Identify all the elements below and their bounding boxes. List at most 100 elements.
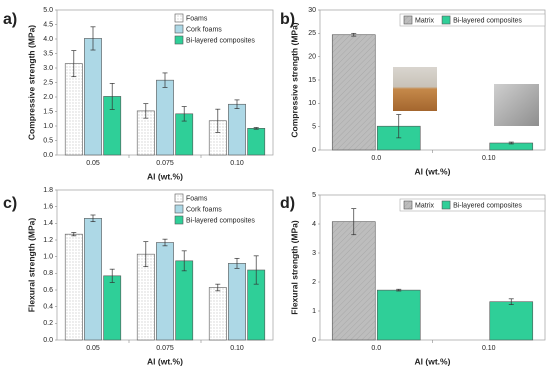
x-tick-label: 0.075: [156, 345, 174, 352]
bar: [64, 63, 83, 156]
error-bar: [508, 298, 514, 305]
y-tick-label: 0.6: [43, 287, 53, 294]
error-bar: [181, 250, 187, 272]
y-tick-label: 2.5: [43, 79, 53, 86]
bar: [156, 79, 174, 156]
panel-label: b): [280, 11, 295, 28]
y-tick-label: 0.8: [43, 270, 53, 277]
x-tick-label: 0.10: [482, 155, 496, 162]
legend-label: Foams: [186, 15, 208, 22]
error-bar: [234, 257, 240, 269]
error-bar: [396, 288, 402, 292]
bar: [376, 289, 421, 341]
x-tick-label: 0.10: [230, 345, 244, 352]
y-tick-label: 0: [312, 337, 316, 344]
y-tick-label: 10: [308, 100, 316, 107]
y-tick-label: 2.0: [43, 94, 53, 101]
error-bar: [215, 283, 221, 292]
error-bar: [181, 106, 187, 122]
bar: [489, 301, 534, 341]
y-tick-label: 2: [312, 279, 316, 286]
bar: [208, 287, 227, 341]
error-bar: [109, 268, 115, 283]
legend-label: Bi-layered composites: [186, 217, 255, 224]
legend-swatch: [174, 215, 184, 225]
legend-swatch: [403, 15, 413, 25]
y-axis-title: Compressive strength (MPa): [289, 22, 299, 137]
error-bar: [351, 208, 357, 236]
y-tick-label: 1.6: [43, 204, 53, 211]
legend-label: Matrix: [415, 17, 435, 24]
y-tick-label: 5: [312, 124, 316, 131]
y-tick-label: 3.5: [43, 50, 53, 57]
error-bar: [396, 114, 402, 139]
error-bar: [162, 238, 168, 247]
y-tick-label: 1.0: [43, 254, 53, 261]
y-tick-label: 1.8: [43, 187, 53, 194]
y-tick-label: 3: [312, 250, 316, 257]
y-tick-label: 1.2: [43, 237, 53, 244]
photos: [393, 67, 539, 126]
legend-swatch: [174, 204, 184, 214]
bar: [84, 218, 102, 341]
legend-swatch: [174, 13, 184, 23]
bar: [84, 38, 102, 156]
y-tick-label: 5.0: [43, 7, 53, 14]
y-axis-title: Flexural strength (MPa): [289, 220, 299, 315]
y-tick-label: 3.0: [43, 65, 53, 72]
bar: [228, 263, 246, 341]
y-tick-label: 30: [308, 7, 316, 14]
legend-label: Cork foams: [186, 206, 222, 213]
y-tick-label: 20: [308, 54, 316, 61]
x-tick-label: 0.0: [371, 155, 381, 162]
x-tick-label: 0.075: [156, 160, 174, 167]
y-axis-title: Compressive strength (MPa): [26, 25, 36, 140]
error-bar: [71, 232, 77, 237]
legend-label: Matrix: [415, 202, 435, 209]
x-axis-title: Al (wt.%): [415, 166, 451, 176]
y-tick-label: 5: [312, 192, 316, 199]
panel-label: c): [3, 195, 17, 212]
error-bar: [90, 214, 96, 223]
legend-box: [399, 198, 546, 212]
sample-photo: [494, 84, 539, 126]
legend-swatch: [441, 200, 451, 210]
x-axis-title: Al (wt.%): [147, 356, 183, 366]
error-bar: [90, 26, 96, 51]
error-bar: [162, 72, 168, 88]
y-tick-label: 4.5: [43, 21, 53, 28]
legend-label: Foams: [186, 195, 208, 202]
y-tick-label: 4.0: [43, 36, 53, 43]
error-bar: [143, 103, 149, 119]
y-tick-label: 1: [312, 308, 316, 315]
legend-label: Cork foams: [186, 26, 222, 33]
y-tick-label: 4: [312, 221, 316, 228]
x-tick-label: 0.10: [230, 160, 244, 167]
x-tick-label: 0.05: [86, 345, 100, 352]
y-axis-title: Flexural strength (MPa): [26, 218, 36, 313]
y-tick-label: 0.2: [43, 320, 53, 327]
error-bar: [71, 50, 77, 78]
y-tick-label: 25: [308, 30, 316, 37]
panel-label: d): [280, 195, 295, 212]
y-tick-label: 15: [308, 77, 316, 84]
legend-swatch: [174, 193, 184, 203]
error-bar: [143, 241, 149, 268]
legend-swatch: [441, 15, 451, 25]
panel-label: a): [3, 11, 17, 28]
error-bar: [215, 108, 221, 133]
y-tick-label: 0.5: [43, 137, 53, 144]
legend-label: Bi-layered composites: [453, 202, 522, 209]
error-bar: [109, 83, 115, 110]
error-bar: [234, 99, 240, 109]
bar: [103, 275, 122, 341]
y-tick-label: 0.0: [43, 152, 53, 159]
y-tick-label: 0: [312, 147, 316, 154]
legend-swatch: [403, 200, 413, 210]
x-tick-label: 0.0: [371, 345, 381, 352]
sample-photo: [393, 67, 437, 111]
bar: [331, 34, 376, 151]
y-tick-label: 1.0: [43, 123, 53, 130]
legend-swatch: [174, 24, 184, 34]
